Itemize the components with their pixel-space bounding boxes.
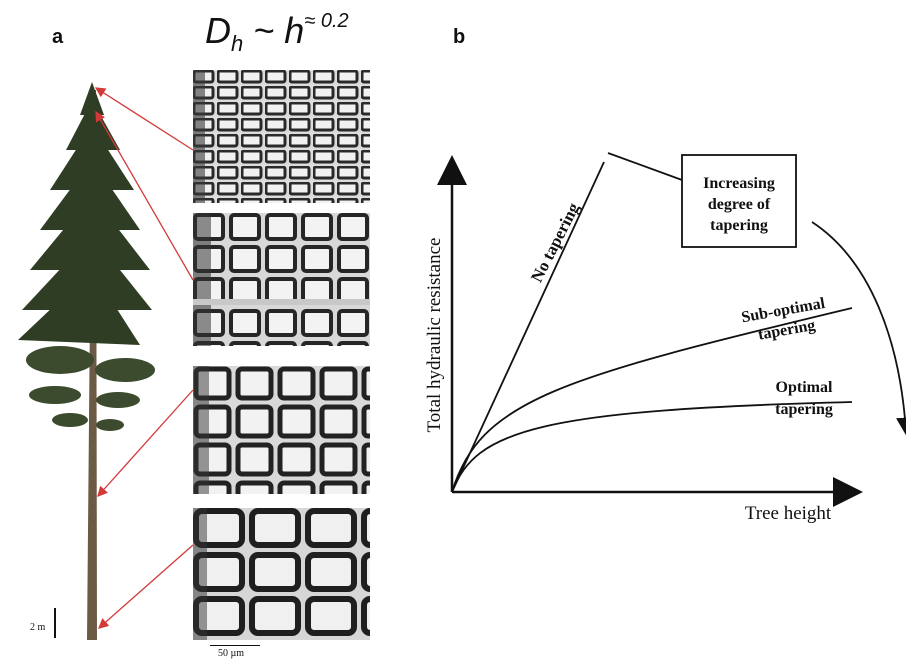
formula-sup: ≈ 0.2 xyxy=(304,10,349,32)
micro-scale-label: 50 µm xyxy=(218,648,245,659)
annotation-text: Increasing degree of tapering xyxy=(703,175,775,234)
series-optimal-line xyxy=(451,401,853,493)
tree-scale-label: 2 m xyxy=(30,622,46,633)
series-no-tapering-line xyxy=(451,161,605,493)
formula-rest: ~ h xyxy=(243,10,305,51)
y-axis-label: Total hydraulic resistance xyxy=(424,238,445,433)
tree-crown xyxy=(18,82,152,345)
tapering-direction-arrow xyxy=(811,221,906,436)
panel-b-label: b xyxy=(453,26,466,48)
scaling-formula: Dh ~ h≈ 0.2 xyxy=(205,10,349,57)
arrow-to-middle xyxy=(97,389,194,497)
formula-base: D xyxy=(205,10,231,51)
micrograph-upper xyxy=(193,213,370,346)
series-sub-optimal-line xyxy=(451,307,853,493)
formula-sub: h xyxy=(231,31,244,56)
micro-scale-bar xyxy=(210,645,260,646)
micrograph-bottom xyxy=(193,508,370,640)
annotation-connector xyxy=(607,152,683,181)
tree-illustration xyxy=(18,82,155,640)
annotation-box xyxy=(681,154,797,248)
micrograph-lower xyxy=(193,366,370,494)
micrograph-top xyxy=(193,70,370,203)
label-sub-optimal: Sub-optimaltapering xyxy=(740,295,830,346)
connector-arrows xyxy=(94,87,194,629)
panel-a-label: a xyxy=(52,26,64,48)
x-axis-label: Tree height xyxy=(745,503,832,524)
label-optimal: Optimal tapering xyxy=(775,379,833,418)
arrow-to-upper xyxy=(95,110,194,281)
label-no-tapering: No tapering xyxy=(527,199,583,285)
arrow-to-base xyxy=(98,544,194,629)
arrow-to-top xyxy=(94,87,194,151)
